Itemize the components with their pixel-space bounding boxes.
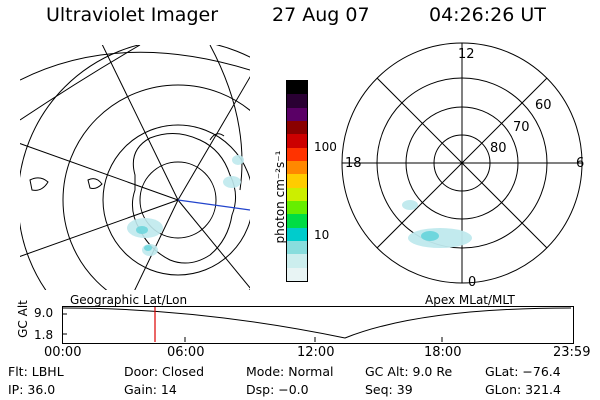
colorbar-band bbox=[287, 134, 307, 148]
colorbar-tick-100: 100 bbox=[314, 140, 337, 154]
time-tick-0600: 06:00 bbox=[167, 345, 205, 360]
ip-status: IP: 36.0 bbox=[8, 382, 56, 397]
colorbar-band bbox=[287, 107, 307, 121]
dsp-status: Dsp: −0.0 bbox=[246, 382, 309, 397]
alt-tick-9: 9.0 bbox=[34, 306, 54, 320]
time-tick-0000: 00:00 bbox=[44, 345, 82, 360]
colorbar-band bbox=[287, 94, 307, 108]
mag-plot-label: Apex MLat/MLT bbox=[425, 293, 515, 307]
geo-map-label: Geographic Lat/Lon bbox=[70, 293, 188, 307]
filter-status: Flt: LBHL bbox=[8, 364, 64, 379]
mlt-label-6: 6 bbox=[576, 156, 585, 171]
colorbar-band bbox=[287, 81, 307, 95]
glon-status: GLon: 321.4 bbox=[485, 382, 561, 397]
gc-alt-status: GC Alt: 9.0 Re bbox=[365, 364, 453, 379]
colorbar-band bbox=[287, 120, 307, 135]
colorbar bbox=[286, 80, 308, 282]
colorbar-band bbox=[287, 267, 307, 281]
alt-tick-1-8: 1.8 bbox=[34, 328, 54, 342]
time-tick-1200: 12:00 bbox=[297, 345, 335, 360]
door-status: Door: Closed bbox=[124, 364, 205, 379]
mlat-label-60: 60 bbox=[535, 98, 552, 113]
mlat-label-80: 80 bbox=[490, 141, 507, 156]
colorbar-band bbox=[287, 254, 307, 268]
colorbar-band bbox=[287, 187, 307, 201]
colorbar-band bbox=[287, 174, 307, 188]
colorbar-band bbox=[287, 160, 307, 175]
colorbar-band bbox=[287, 214, 307, 228]
glat-status: GLat: −76.4 bbox=[485, 364, 561, 379]
date-label: 27 Aug 07 bbox=[272, 4, 370, 26]
seq-status: Seq: 39 bbox=[365, 382, 413, 397]
colorbar-band bbox=[287, 240, 307, 255]
time-tick-2359: 23:59 bbox=[553, 345, 591, 360]
gain-status: Gain: 14 bbox=[124, 382, 177, 397]
mlt-label-0: 0 bbox=[468, 275, 477, 290]
colorbar-band bbox=[287, 147, 307, 161]
colorbar-band bbox=[287, 200, 307, 215]
time-label: 04:26:26 UT bbox=[429, 4, 546, 26]
mlat-label-70: 70 bbox=[513, 120, 530, 135]
alt-strip-ylabel: GC Alt bbox=[15, 300, 30, 338]
imager-title: Ultraviolet Imager bbox=[46, 4, 219, 26]
time-tick-1800: 18:00 bbox=[424, 345, 462, 360]
alt-strip-frame bbox=[62, 306, 574, 344]
mlt-label-18: 18 bbox=[345, 156, 362, 171]
mlt-label-12: 12 bbox=[458, 47, 475, 62]
colorbar-gradient bbox=[287, 81, 307, 281]
colorbar-tick-10: 10 bbox=[314, 228, 330, 242]
mode-status: Mode: Normal bbox=[246, 364, 334, 379]
colorbar-band bbox=[287, 227, 307, 241]
